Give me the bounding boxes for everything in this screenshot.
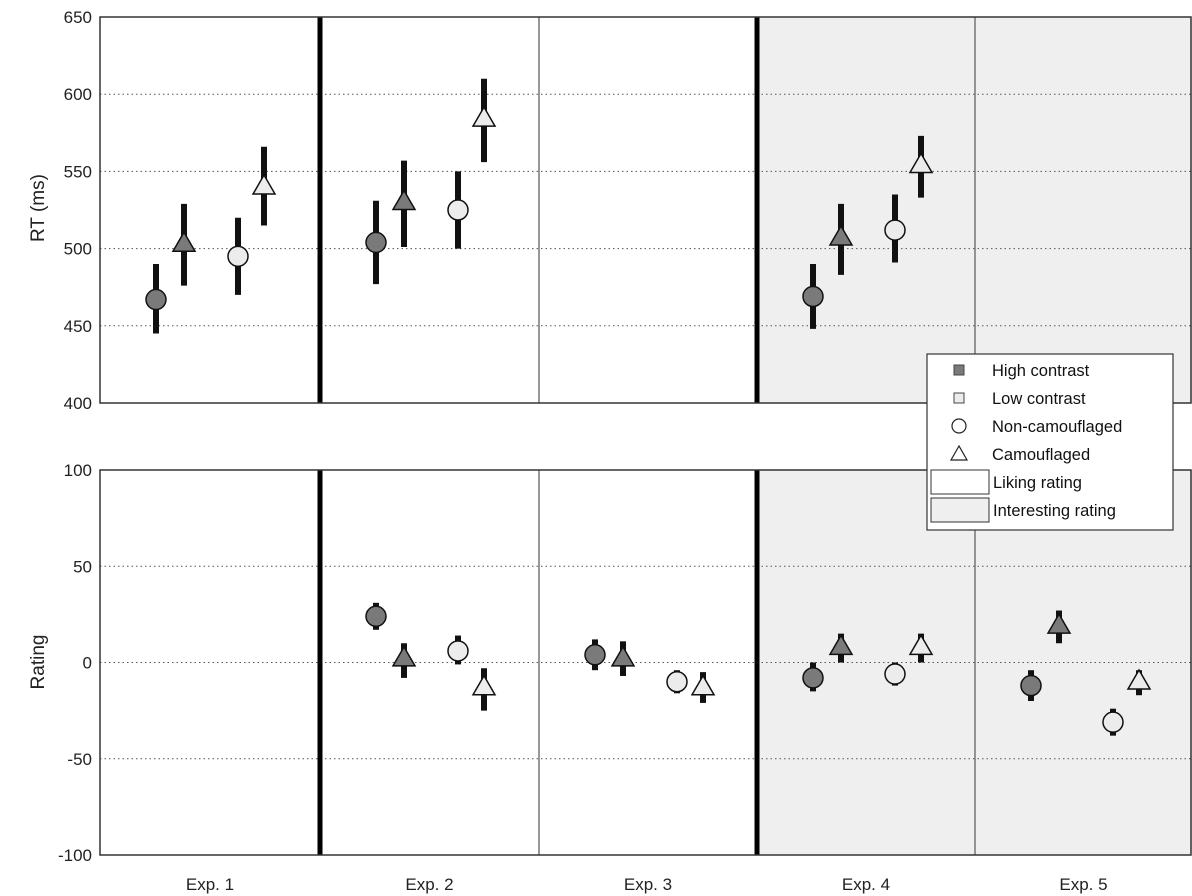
rating-axis-label: Rating <box>28 635 49 690</box>
rt-shaded-region <box>975 17 1192 403</box>
rt-point-circle <box>365 231 387 254</box>
rt-shaded-region <box>757 17 975 403</box>
rt-point-circle <box>447 199 469 221</box>
rating-point-triangle <box>690 674 716 696</box>
legend-label: Low contrast <box>992 390 1086 408</box>
rating-y-tick-label: -100 <box>58 846 92 865</box>
rt-y-tick-label: 550 <box>64 162 92 181</box>
rating-shaded-region <box>975 470 1192 855</box>
x-tick-label: Exp. 5 <box>1059 875 1107 894</box>
rt-y-tick-label: 600 <box>64 85 92 104</box>
x-tick-label: Exp. 4 <box>842 875 890 894</box>
rating-point-circle <box>1102 711 1124 733</box>
rating-y-tick-label: 0 <box>83 654 92 673</box>
rt-axes-frame <box>99 16 1192 404</box>
x-tick-label: Exp. 3 <box>624 875 672 894</box>
legend-square-icon <box>953 392 965 404</box>
rating-point-triangle <box>1046 612 1072 634</box>
rt-point-triangle <box>251 173 277 195</box>
rating-point-triangle <box>610 645 636 667</box>
rt-point-circle <box>802 285 824 308</box>
rating-y-tick-label: 50 <box>73 557 92 576</box>
rt-point-triangle <box>391 189 417 211</box>
rt-axis-label: RT (ms) <box>28 174 49 242</box>
legend-label: High contrast <box>992 362 1090 380</box>
legend-label: Camouflaged <box>992 446 1090 464</box>
legend: High contrast Low contrast Non-camouflaged… <box>926 353 1174 531</box>
rt-point-triangle <box>908 151 934 174</box>
rt-y-tick-label: 450 <box>64 317 92 336</box>
rating-y-tick-label: -50 <box>67 750 92 769</box>
rt-point-circle <box>145 288 167 311</box>
rt-point-circle <box>227 245 249 268</box>
rt-panel: 400 450 500 550 600 650 <box>64 8 1192 413</box>
rating-point-triangle <box>828 633 854 656</box>
rt-point-triangle <box>828 224 854 246</box>
x-tick-label: Exp. 1 <box>186 875 234 894</box>
rt-y-tick-label: 650 <box>64 8 92 27</box>
rating-point-circle <box>884 663 906 685</box>
legend-triangle-icon <box>949 444 969 461</box>
rating-axes-frame <box>99 469 1192 856</box>
rating-point-circle <box>365 605 387 628</box>
rating-point-circle <box>802 667 824 689</box>
rt-point-triangle <box>471 105 497 127</box>
legend-label: Interesting rating <box>993 502 1116 520</box>
rating-point-circle <box>447 640 469 662</box>
rt-y-tick-label: 400 <box>64 394 92 413</box>
x-tick-label: Exp. 2 <box>405 875 453 894</box>
rt-y-tick-label: 500 <box>64 240 92 259</box>
legend-label: Liking rating <box>993 474 1082 492</box>
rating-point-triangle <box>391 645 417 667</box>
rating-y-tick-label: 100 <box>64 461 92 480</box>
rating-panel: -100 -50 0 50 100 <box>58 461 1192 865</box>
legend-label: Non-camouflaged <box>992 418 1122 436</box>
rating-point-circle <box>1020 674 1042 697</box>
legend-square-icon <box>953 364 965 376</box>
rating-point-circle <box>584 644 606 666</box>
rt-point-triangle <box>171 230 197 252</box>
rating-point-triangle <box>1126 668 1152 690</box>
legend-rect-swatch <box>930 497 990 523</box>
legend-circle-icon <box>951 418 967 434</box>
rt-point-circle <box>884 219 906 241</box>
legend-rect-swatch <box>930 469 990 495</box>
x-tick-labels: Exp. 1 Exp. 2 Exp. 3 Exp. 4 Exp. 5 <box>186 875 1108 894</box>
rating-point-triangle <box>471 674 497 696</box>
rating-point-circle <box>666 671 688 693</box>
rating-point-triangle <box>908 633 934 656</box>
